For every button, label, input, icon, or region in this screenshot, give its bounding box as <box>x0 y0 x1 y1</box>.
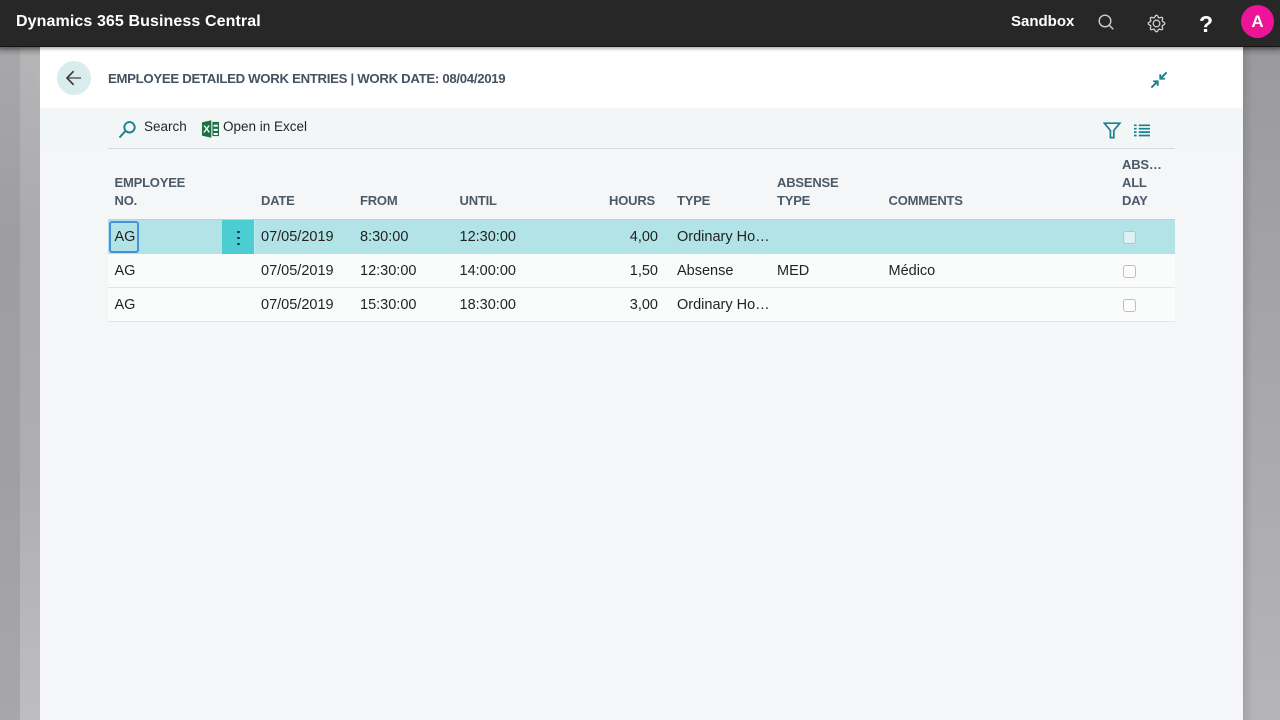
svg-text:X: X <box>203 124 210 136</box>
